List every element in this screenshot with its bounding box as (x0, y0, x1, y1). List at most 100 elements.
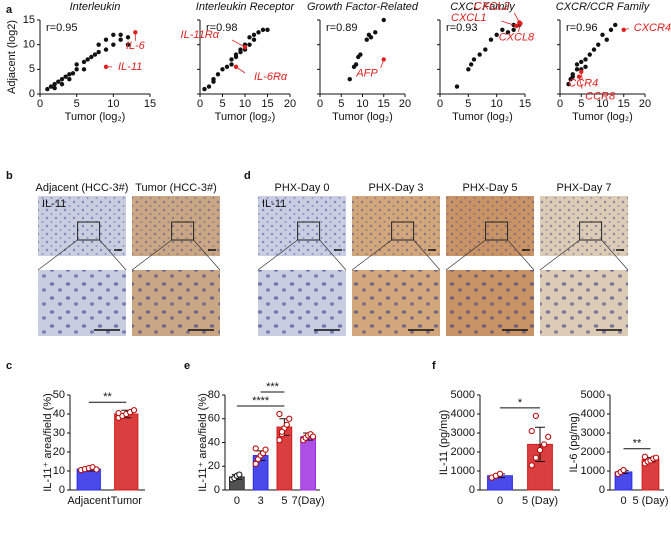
x-tick-label: 10 (491, 98, 503, 110)
data-point (238, 47, 243, 52)
x-tick-label: 0 (37, 98, 43, 110)
data-point (96, 42, 101, 47)
x-tick-label: 5 (465, 98, 471, 110)
data-point (118, 32, 123, 37)
x-tick-label: 15 (261, 98, 273, 110)
error-bar (535, 426, 545, 462)
zoom-line (445, 239, 486, 271)
data-point (211, 77, 216, 82)
x-tick-label: 20 (399, 98, 411, 110)
zoom-box (485, 221, 509, 241)
data-point (587, 52, 592, 57)
x-tick-label: 10 (596, 98, 608, 110)
data-point (252, 445, 259, 452)
zoom-line (351, 239, 392, 271)
zoom-line (131, 239, 172, 271)
data-point (570, 72, 575, 77)
data-point (233, 52, 239, 57)
data-point (93, 466, 100, 473)
micrograph-texture (132, 270, 220, 336)
x-tick-label: 10 (356, 98, 368, 110)
y-tick-label: 2000 (451, 446, 475, 458)
y-tick-label: 2000 (581, 446, 605, 458)
zoom-line (193, 239, 221, 271)
data-point (92, 52, 98, 57)
y-tick-label: 20 (53, 446, 65, 458)
panel-label: b (6, 170, 13, 182)
x-tick-label: 7(Day) (292, 495, 325, 507)
micrograph-header: PHX-Day 7 (556, 182, 611, 194)
zoom-line (413, 239, 441, 271)
data-point (125, 42, 131, 47)
data-point (206, 84, 212, 89)
data-point (496, 470, 504, 477)
data-point (74, 62, 79, 67)
data-point (579, 59, 584, 65)
micrograph-texture (38, 196, 126, 256)
x-tick-label: 5 (338, 98, 344, 110)
data-point (591, 47, 597, 52)
annotation-arrow (518, 23, 521, 32)
data-point (528, 462, 535, 469)
data-point (488, 37, 494, 42)
data-point (286, 415, 293, 422)
y-tick-label: 4000 (581, 408, 605, 420)
data-point (596, 42, 601, 47)
micrograph-texture (446, 270, 534, 336)
r-label: r=0.96 (566, 22, 598, 34)
x-tick-label: 0 (234, 495, 240, 507)
annotation: CXCL1 (451, 12, 486, 24)
x-axis-label: Tumor (log₂) (215, 111, 276, 123)
bar (276, 426, 293, 491)
data-point (89, 54, 94, 60)
y-tick-label: 0 (214, 484, 220, 496)
y-tick-label: 60 (208, 413, 220, 425)
data-point (74, 67, 79, 72)
x-tick-label: 15 (618, 98, 630, 110)
data-point (620, 466, 627, 474)
data-point (70, 71, 76, 76)
data-point (454, 84, 460, 89)
data-point (608, 27, 614, 33)
data-point (81, 67, 87, 72)
data-point (471, 57, 477, 62)
panel-label: a (6, 4, 13, 16)
zoom-line (539, 239, 580, 271)
y-tick-label: 0 (29, 88, 35, 100)
y-tick-label: 10 (53, 465, 65, 477)
data-point (353, 62, 359, 67)
data-point (468, 62, 474, 67)
significance-label: ** (633, 438, 642, 450)
y-tick-label: 0 (59, 484, 65, 496)
data-point (600, 32, 605, 37)
x-tick-label: 0 (620, 495, 626, 507)
annotation: IL-11 (118, 61, 142, 73)
x-tick-label: 5 (219, 98, 225, 110)
data-point (265, 27, 270, 33)
annotation: CXCL8 (499, 31, 535, 43)
axis (317, 20, 405, 97)
data-point (103, 37, 109, 42)
data-point (67, 72, 72, 77)
x-tick-label: 0 (437, 98, 443, 110)
y-tick-label: 5000 (581, 389, 605, 401)
annotation-arrow (578, 76, 583, 89)
zoom-line (37, 239, 78, 271)
data-point (111, 42, 116, 47)
micrograph-header: Adjacent (HCC-3#) (36, 182, 129, 194)
data-point (364, 37, 369, 42)
x-tick-label: 5 (281, 495, 287, 507)
x-tick-label: 5 (578, 98, 584, 110)
data-point (251, 32, 257, 37)
data-point (236, 471, 243, 478)
data-point (56, 79, 61, 84)
data-point (368, 35, 374, 40)
x-tick-label: 15 (144, 98, 156, 110)
micrograph-header: PHX-Day 3 (368, 182, 423, 194)
data-point (262, 446, 269, 453)
data-point (59, 81, 65, 87)
annotation-arrow (513, 12, 520, 23)
r-label: r=0.95 (46, 22, 78, 34)
y-tick-label: 80 (208, 389, 220, 401)
